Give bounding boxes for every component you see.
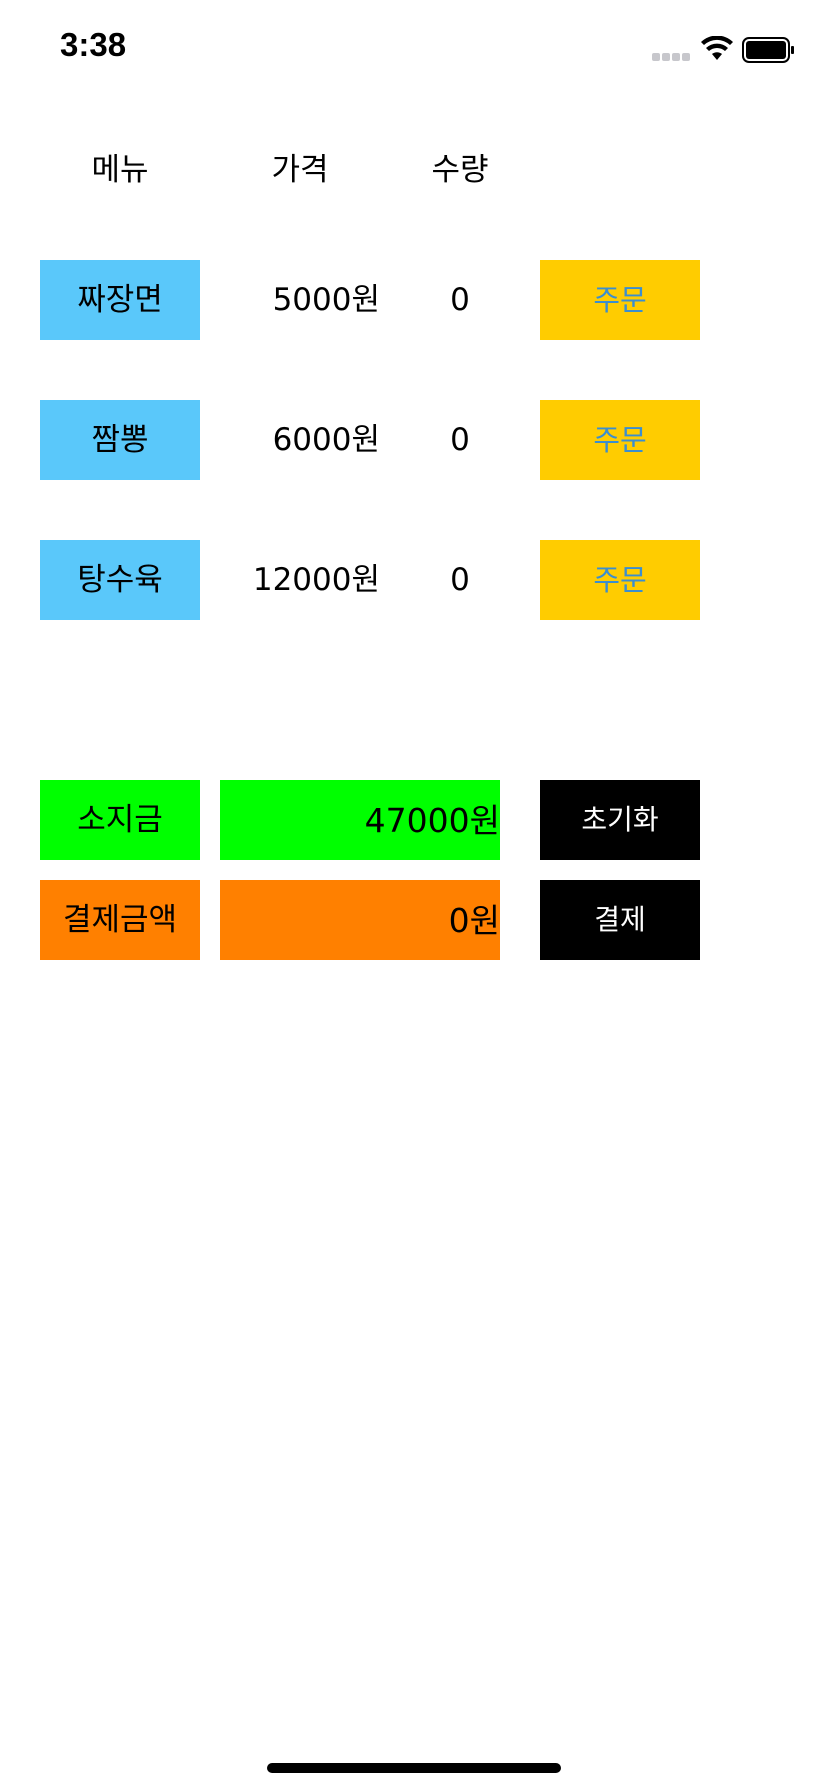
- cellular-signal-icon: [652, 53, 692, 63]
- pay-button[interactable]: 결제: [540, 880, 700, 960]
- status-time: 3:38: [60, 26, 127, 63]
- header-price: 가격: [271, 152, 329, 188]
- menu-item-button[interactable]: 짜장면: [40, 260, 200, 340]
- item-price: 12000원: [252, 561, 380, 598]
- battery-icon: [742, 36, 796, 64]
- reset-button[interactable]: 초기화: [540, 780, 700, 860]
- header-menu: 메뉴: [91, 152, 149, 188]
- menu-item-button[interactable]: 탕수육: [40, 540, 200, 620]
- item-quantity: 0: [450, 281, 470, 318]
- payment-value: 0원: [220, 880, 500, 960]
- home-indicator[interactable]: [267, 1763, 561, 1773]
- order-button[interactable]: 주문: [540, 260, 700, 340]
- order-button[interactable]: 주문: [540, 400, 700, 480]
- wallet-value: 47000원: [220, 780, 500, 860]
- payment-label: 결제금액: [40, 880, 200, 960]
- order-button[interactable]: 주문: [540, 540, 700, 620]
- item-quantity: 0: [450, 561, 470, 598]
- menu-item-button[interactable]: 짬뽕: [40, 400, 200, 480]
- item-price: 6000원: [272, 421, 380, 458]
- header-quantity: 수량: [431, 152, 489, 188]
- item-price: 5000원: [272, 281, 380, 318]
- item-quantity: 0: [450, 421, 470, 458]
- wallet-label: 소지금: [40, 780, 200, 860]
- wifi-icon: [700, 35, 734, 62]
